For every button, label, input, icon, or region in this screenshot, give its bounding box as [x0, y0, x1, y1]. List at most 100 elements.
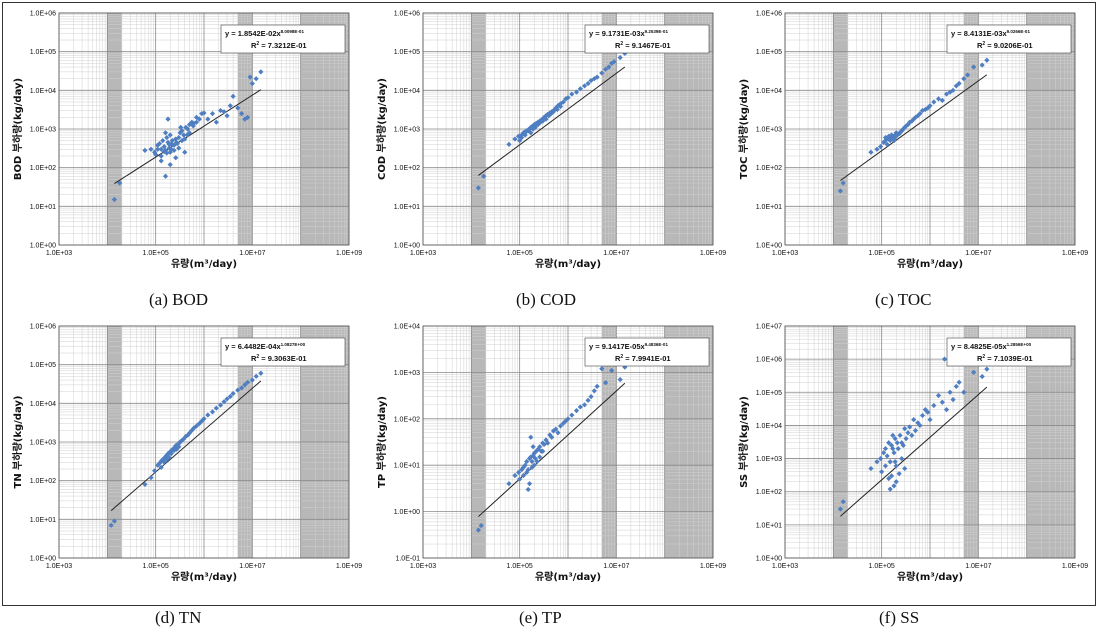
data-point: [526, 126, 533, 132]
data-point: [535, 121, 541, 128]
data-point: [874, 146, 880, 152]
data-point: [165, 116, 171, 122]
data-point: [160, 138, 166, 144]
data-point: [519, 134, 525, 141]
data-point: [481, 173, 487, 179]
equation-box-bg: [220, 24, 346, 54]
y-tick-label: 1.0E+05: [30, 49, 56, 56]
data-point: [902, 426, 908, 432]
r2-value: = 9.1467E-01: [623, 41, 670, 50]
equation-exponent: 9.2539E-01: [645, 29, 669, 34]
data-point: [158, 146, 164, 152]
trend-line: [840, 386, 988, 517]
r2-text: R2 = 9.1467E-01: [615, 41, 671, 50]
equation-box: y = 6.4482E-04x1.0827E+00 R2 = 9.3063E-01: [220, 337, 346, 367]
x-tick-label: 1.0E+05: [869, 563, 895, 570]
x-tick-label: 1.0E+07: [965, 250, 991, 257]
r2-sup: 2: [256, 41, 259, 47]
data-point: [230, 93, 236, 99]
y-tick-label: 1.0E+04: [394, 324, 420, 331]
equation-text: y = 9.1417E-05x9.4836E-01: [589, 342, 668, 351]
data-point: [837, 188, 843, 194]
equation-box-bg: [946, 337, 1072, 367]
data-point: [588, 77, 594, 84]
chart-toc: 1.0E+00 1.0E+01 1.0E+02 1.0E+03 1.0E+04 1.0E+…: [737, 11, 1088, 271]
x-axis-label: 유량(m³/day): [897, 258, 963, 270]
y-tick-label: 1.0E+00: [30, 556, 56, 563]
data-point: [169, 141, 175, 147]
r2-label: R: [615, 354, 621, 363]
data-point: [935, 96, 942, 102]
data-point: [176, 145, 182, 151]
caption-tp: (e) TP: [519, 608, 562, 627]
x-tick-label: 1.0E+05: [507, 250, 533, 257]
equation-exponent: 9.0266E-01: [1007, 29, 1031, 34]
x-tick-label: 1.0E+03: [772, 250, 798, 257]
data-point: [186, 130, 193, 136]
y-tick-label: 1.0E+00: [394, 243, 420, 250]
x-tick-label: 1.0E+05: [507, 563, 533, 570]
data-point: [166, 454, 172, 460]
data-point: [258, 69, 264, 75]
y-tick-label: 1.0E+06: [394, 11, 420, 18]
data-point: [235, 105, 241, 111]
data-point: [911, 416, 917, 423]
r2-value: = 7.9941E-01: [623, 354, 670, 363]
chart-tp: 1.0E-01 1.0E+00 1.0E+01 1.0E+02 1.0E+03 1.0E+…: [375, 324, 726, 584]
data-point: [893, 463, 899, 469]
panel-tn: 1.0E+00 1.0E+01 1.0E+02 1.0E+03 1.0E+04 1.0E+…: [7, 318, 367, 628]
data-point: [185, 126, 191, 132]
plot-border: [422, 325, 714, 559]
r2-label: R: [251, 41, 257, 50]
x-tick-label: 1.0E+09: [700, 250, 726, 257]
x-tick-label: 1.0E+09: [700, 563, 726, 570]
data-point: [189, 427, 195, 433]
data-point: [162, 173, 169, 179]
y-tick-label: 1.0E+01: [756, 204, 782, 211]
equation-box: y = 8.4825E-05x1.2856E+00 R2 = 7.1039E-01: [946, 337, 1072, 367]
x-tick-label: 1.0E+07: [603, 250, 629, 257]
r2-text: R2 = 7.3212E-01: [251, 41, 307, 50]
chart-cod: 1.0E+00 1.0E+01 1.0E+02 1.0E+03 1.0E+04 1.0E+…: [375, 11, 726, 271]
data-point: [569, 91, 575, 97]
y-tick-label: 1.0E+05: [756, 49, 782, 56]
y-tick-label: 1.0E+00: [394, 509, 420, 516]
equation-exponent: 1.2856E+00: [1007, 342, 1032, 347]
r2-label: R: [615, 41, 621, 50]
data-point: [526, 481, 533, 487]
equation-exponent: 1.0827E+00: [281, 342, 306, 347]
data-point: [162, 130, 169, 136]
data-point: [193, 119, 200, 125]
panel-tp: 1.0E-01 1.0E+00 1.0E+01 1.0E+02 1.0E+03 1.0E+…: [371, 318, 731, 628]
shade-band: [833, 326, 848, 558]
x-tick-label: 1.0E+03: [410, 250, 436, 257]
y-tick-label: 1.0E+03: [30, 440, 56, 447]
data-point: [560, 99, 566, 105]
equation-box: y = 8.4131E-03x9.0266E-01 R2 = 9.0206E-01: [946, 24, 1072, 54]
y-tick-label: 1.0E+00: [756, 243, 782, 250]
data-point: [205, 116, 211, 122]
y-tick-label: 1.0E+04: [756, 88, 782, 95]
data-point: [553, 426, 559, 432]
panel-cod: 1.0E+00 1.0E+01 1.0E+02 1.0E+03 1.0E+04 1.0E+…: [371, 5, 731, 310]
data-point: [935, 392, 942, 399]
equation-prefix: y = 6.4482E-04x: [225, 342, 282, 351]
data-point: [249, 80, 255, 87]
data-point: [158, 464, 164, 471]
equation-prefix: y = 8.4825E-05x: [951, 342, 1008, 351]
data-point: [931, 99, 937, 105]
y-tick-label: 1.0E+06: [30, 324, 56, 331]
r2-text: R2 = 7.1039E-01: [977, 354, 1033, 363]
data-point: [155, 146, 161, 152]
data-point: [515, 469, 522, 475]
data-point: [178, 124, 184, 130]
plot-border: [422, 12, 714, 246]
data-point: [158, 158, 164, 164]
trend-line: [840, 74, 988, 181]
equation-text: y = 1.8542E-02x8.0098E-01: [225, 29, 304, 38]
r2-text: R2 = 9.0206E-01: [977, 41, 1033, 50]
y-tick-label: 1.0E+05: [394, 49, 420, 56]
equation-box-bg: [584, 337, 710, 367]
r2-text: R2 = 9.3063E-01: [251, 354, 307, 363]
data-point: [888, 132, 895, 138]
